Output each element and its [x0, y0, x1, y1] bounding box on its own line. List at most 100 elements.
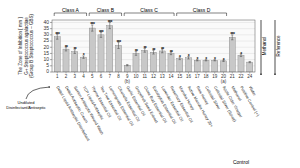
error-cap: [126, 64, 128, 65]
x-tick-label: 2: [65, 74, 68, 79]
annotation-line: Disinfectant/Antiseptic: [6, 105, 45, 110]
class-bracket: Class A: [54, 7, 86, 17]
x-tick-label-line: 7: [108, 74, 111, 79]
bar: [142, 50, 148, 72]
x-tick-label: 22: [238, 74, 244, 79]
error-cap: [249, 62, 251, 63]
bar: [238, 55, 244, 72]
x-tick-label: 15: [177, 74, 183, 79]
class-bracket: Class C: [124, 7, 174, 17]
y-tick-label: 5: [46, 62, 49, 68]
bar: [63, 49, 69, 72]
x-tick-label-line: (b): [125, 79, 131, 84]
annotation-arrow: [26, 87, 50, 99]
x-tick-label-line: 24: [247, 74, 253, 79]
error-line: [249, 61, 250, 62]
error-cap: [135, 55, 137, 56]
error-cap: [74, 53, 76, 54]
x-tick-label: 13: [160, 74, 166, 79]
class-bracket-line: [89, 13, 121, 16]
significance-stars: *: [188, 53, 190, 59]
annotation: UndilutedDisinfectant/Antiseptic: [6, 100, 45, 110]
bar: [159, 51, 165, 72]
error-cap: [231, 39, 233, 40]
y-tick: [50, 53, 52, 54]
x-tick-label: 11: [142, 74, 147, 79]
class-label: Class C: [140, 7, 158, 13]
error-cap: [161, 52, 163, 53]
class-bracket-line: [54, 13, 86, 16]
grid-line: [52, 34, 255, 35]
significance-stars: *: [179, 54, 181, 60]
bars: [54, 22, 253, 72]
error-cap: [91, 31, 93, 32]
significance-stars: ***: [108, 19, 113, 25]
significance-stars: *: [83, 52, 85, 58]
class-label: Class D: [193, 7, 211, 13]
x-tick-label-line: 19: [212, 74, 218, 79]
bar: [150, 52, 156, 72]
significance-stars: **: [135, 48, 138, 54]
x-tick-label-line: 22: [238, 74, 244, 79]
class-bracket: Class D: [177, 7, 227, 17]
side-label: Methanol: [262, 37, 267, 56]
bar: [185, 58, 191, 72]
bar: [115, 45, 121, 72]
significance-stars: *: [223, 57, 225, 63]
significance-stars: **: [152, 47, 155, 53]
significance-stars: ***: [230, 31, 235, 37]
grid-line: [52, 28, 255, 29]
y-tick-label: 0: [46, 68, 49, 74]
y-axis-label-line: (Group B Streptococcus – GBS): [29, 13, 34, 78]
significance-stars: *: [214, 56, 216, 62]
error-cap: [144, 52, 146, 53]
y-tick: [50, 34, 52, 35]
x-tick-label: 14: [168, 74, 174, 79]
error-cap: [56, 39, 58, 40]
significance-stars: ***: [90, 21, 95, 27]
class-label: Class A: [62, 7, 80, 13]
bar: [107, 26, 113, 72]
error-cap: [117, 48, 119, 49]
y-tick: [50, 72, 52, 73]
bar: [89, 28, 95, 72]
x-tick-label-line: 8: [117, 74, 120, 79]
bar: [177, 58, 183, 72]
x-tick-label-line: 1: [56, 74, 59, 79]
x-tick-label-line: 3: [73, 74, 76, 79]
y-tick-label: 30: [43, 31, 49, 37]
y-tick-label: 40: [43, 19, 49, 25]
x-tick-label-line: 18: [203, 74, 209, 79]
x-tick-label: 12: [151, 74, 157, 79]
y-axis-label: The Zone of Inhibition [ mm ]G+ Streptoc…: [18, 13, 34, 78]
x-tick-label: 8: [117, 74, 120, 79]
y-tick-label: 25: [43, 37, 49, 43]
grid-line: [52, 41, 255, 42]
significance-stars: *: [205, 56, 207, 62]
bar: [247, 62, 253, 72]
error-cap: [152, 54, 154, 55]
bar: [168, 53, 174, 72]
x-tick-label: 3: [73, 74, 76, 79]
x-tick-label: 16: [186, 74, 192, 79]
y-tick: [50, 28, 52, 29]
error-cap: [109, 28, 111, 29]
annotation: Control: [233, 159, 249, 165]
significance-stars: ***: [116, 39, 121, 45]
error-cap: [100, 37, 102, 38]
x-tick-label: 18: [203, 74, 209, 79]
x-tick-label-line: 13: [160, 74, 166, 79]
y-tick-label: 20: [43, 44, 49, 50]
x-tick-label: 9(b): [125, 74, 131, 84]
y-axis-label-line: The Zone of Inhibition [ mm ]: [18, 17, 23, 74]
diagonal-label: Positive Control (+): [239, 85, 261, 118]
bar: [98, 35, 104, 72]
plot-frame: [52, 20, 255, 72]
bar: [72, 52, 78, 72]
error-cap: [65, 50, 67, 51]
significance-stars: *: [240, 51, 242, 57]
y-tick: [50, 65, 52, 66]
x-tick-label-line: 12: [151, 74, 157, 79]
chart: 0510152025303540************************…: [0, 0, 300, 168]
bar: [80, 57, 86, 72]
